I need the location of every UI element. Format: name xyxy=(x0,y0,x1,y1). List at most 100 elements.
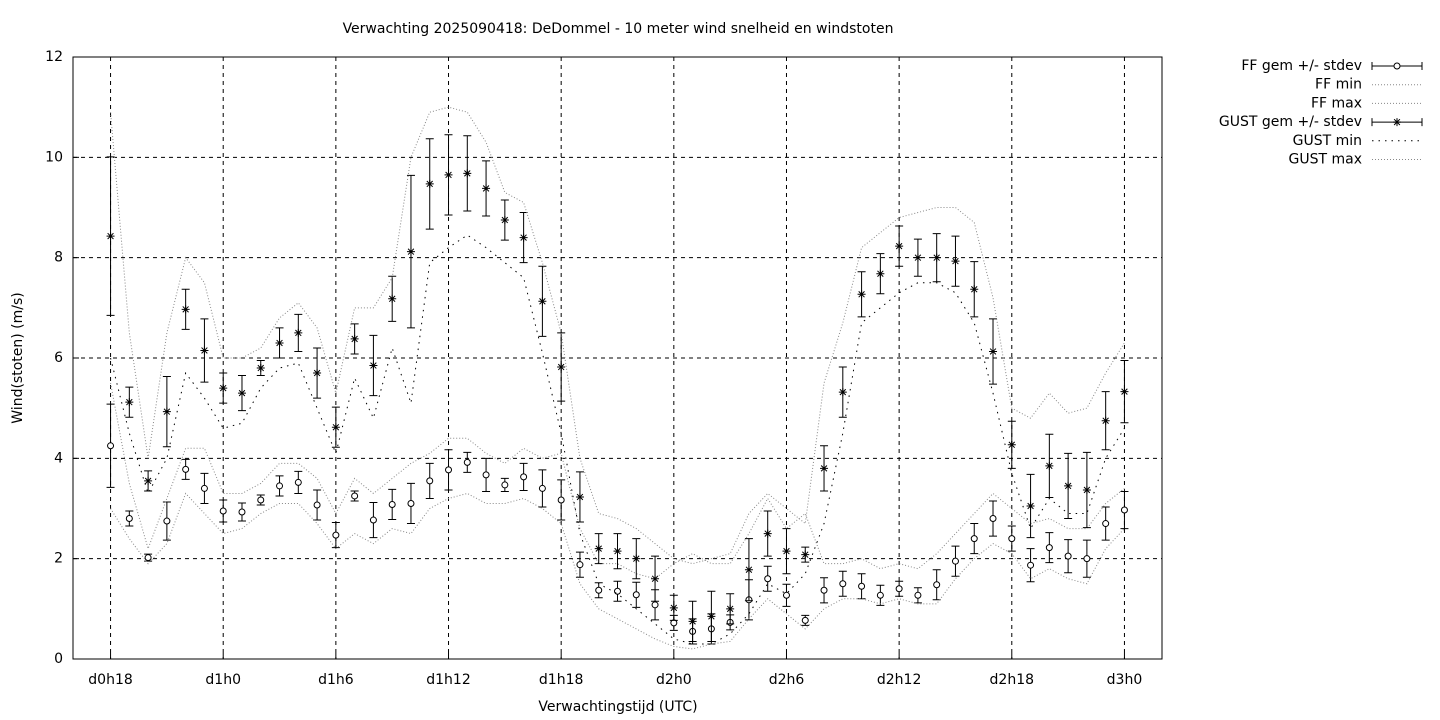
marker xyxy=(557,496,565,504)
x-tick-label: d0h18 xyxy=(88,672,132,688)
x-tick-label: d1h12 xyxy=(426,672,470,688)
marker xyxy=(876,591,884,599)
marker xyxy=(614,587,621,595)
marker xyxy=(951,257,960,266)
marker xyxy=(407,499,415,507)
marker xyxy=(858,582,866,590)
x-tick-label: d2h6 xyxy=(769,672,805,688)
marker xyxy=(651,574,660,583)
marker xyxy=(350,334,359,343)
marker xyxy=(219,507,227,515)
marker xyxy=(782,547,791,556)
marker xyxy=(595,586,603,594)
marker xyxy=(181,305,190,314)
marker xyxy=(463,169,472,178)
marker xyxy=(651,601,659,609)
marker xyxy=(482,471,490,479)
marker xyxy=(538,297,547,306)
line xyxy=(110,106,1125,565)
marker xyxy=(1008,535,1016,543)
legend-marker xyxy=(1393,118,1401,127)
marker xyxy=(425,179,434,188)
marker xyxy=(369,516,377,524)
marker xyxy=(332,531,340,539)
marker xyxy=(557,363,566,372)
legend-label: FF gem +/- stdev xyxy=(1241,58,1362,74)
marker xyxy=(426,477,434,485)
marker xyxy=(313,369,322,378)
marker xyxy=(613,547,622,556)
y-tick-label: 0 xyxy=(54,651,63,667)
marker xyxy=(951,557,959,565)
marker xyxy=(914,591,922,599)
marker xyxy=(707,612,716,621)
marker xyxy=(1082,485,1091,494)
marker xyxy=(1027,561,1035,569)
marker xyxy=(782,591,790,599)
plot-border xyxy=(72,56,1163,660)
marker xyxy=(144,554,152,562)
marker xyxy=(520,473,528,481)
marker xyxy=(764,575,772,583)
line xyxy=(110,492,1125,650)
marker xyxy=(162,407,171,416)
marker xyxy=(763,529,772,538)
y-tick-label: 6 xyxy=(54,350,63,366)
marker xyxy=(913,253,922,262)
y-tick-label: 12 xyxy=(45,49,63,65)
x-tick-label: d1h0 xyxy=(205,672,241,688)
marker xyxy=(238,508,246,516)
marker xyxy=(256,364,265,373)
marker xyxy=(876,269,885,278)
marker xyxy=(294,328,303,337)
marker xyxy=(125,398,134,407)
legend-label: GUST max xyxy=(1289,152,1363,168)
chart-title: Verwachting 2025090418: DeDommel - 10 me… xyxy=(343,21,894,37)
marker xyxy=(1007,440,1016,449)
marker xyxy=(313,501,321,509)
marker xyxy=(989,347,998,356)
marker xyxy=(839,580,847,588)
y-tick-label: 4 xyxy=(54,450,63,466)
marker xyxy=(1045,544,1053,552)
marker xyxy=(801,616,809,624)
marker xyxy=(144,476,153,485)
x-axis-label: Verwachtingstijd (UTC) xyxy=(538,699,697,715)
marker xyxy=(989,515,997,523)
y-axis-label: Wind(stoten) (m/s) xyxy=(10,292,26,423)
marker xyxy=(482,184,491,193)
marker xyxy=(388,500,396,508)
marker xyxy=(1064,481,1073,490)
marker xyxy=(820,464,829,473)
marker xyxy=(970,285,979,294)
marker xyxy=(932,253,941,262)
marker xyxy=(388,294,397,303)
marker xyxy=(369,361,378,370)
legend-label: FF min xyxy=(1315,77,1362,93)
marker xyxy=(351,492,359,500)
marker xyxy=(744,565,753,574)
marker xyxy=(1045,461,1054,470)
marker xyxy=(163,517,171,525)
marker xyxy=(463,458,471,466)
marker xyxy=(576,561,584,569)
marker xyxy=(1120,506,1128,514)
marker xyxy=(257,496,265,504)
legend-label: FF max xyxy=(1311,95,1362,111)
marker xyxy=(726,604,735,613)
marker xyxy=(501,481,509,489)
marker xyxy=(1102,520,1110,528)
marker xyxy=(801,550,810,559)
marker xyxy=(669,603,678,612)
x-tick-label: d2h12 xyxy=(877,672,921,688)
marker xyxy=(688,617,697,626)
marker xyxy=(820,586,828,594)
y-tick-label: 8 xyxy=(54,250,63,266)
marker xyxy=(200,346,209,355)
marker xyxy=(106,232,115,241)
marker xyxy=(538,484,546,492)
marker xyxy=(1120,387,1129,396)
legend-marker xyxy=(1393,62,1401,70)
